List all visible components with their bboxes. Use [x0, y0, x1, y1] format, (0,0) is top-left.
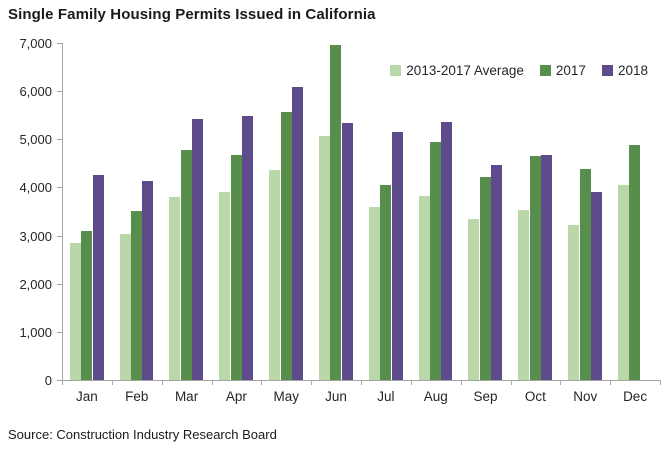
legend-swatch-icon: [539, 65, 551, 76]
y-axis-tick: [57, 43, 62, 44]
y-axis-tick-label: 0: [44, 373, 52, 388]
x-axis-tick-label: Nov: [573, 389, 598, 404]
legend-label: 2018: [617, 63, 648, 78]
y-axis-tick: [57, 91, 62, 93]
y-axis-tick: [57, 139, 62, 141]
bar-2013-2017-average-dec: [617, 184, 629, 380]
chart-legend: 2013-2017 Average 2017 2018: [390, 63, 648, 78]
bar-2017-jun: [330, 45, 342, 380]
y-axis-line: [62, 43, 63, 380]
legend-item: 2013-2017 Average: [390, 63, 524, 78]
x-axis-tick-label: Mar: [174, 389, 199, 404]
bar-2013-2017-average-aug: [418, 196, 430, 380]
legend-label: 2017: [555, 63, 586, 78]
x-axis-tick: [211, 380, 213, 385]
bar-2013-2017-average-jul: [368, 206, 380, 380]
x-axis-tick: [62, 380, 63, 385]
x-axis-tick-label: Apr: [225, 389, 247, 404]
bar-2018-aug: [441, 121, 453, 380]
bar-2017-may: [280, 112, 292, 380]
bar-2017-sep: [479, 177, 491, 380]
bar-2017-dec: [629, 144, 641, 380]
x-axis-tick: [361, 380, 362, 385]
x-axis-tick: [311, 380, 313, 385]
bar-2018-jan: [92, 175, 104, 380]
x-axis-tick-label: Dec: [623, 389, 648, 404]
bar-2018-oct: [541, 154, 553, 380]
bar-2017-jul: [380, 185, 392, 380]
legend-swatch-icon: [601, 65, 613, 76]
x-axis-tick-label: Jul: [377, 389, 395, 404]
x-axis-tick-label: Aug: [423, 389, 448, 404]
bar-2018-sep: [491, 164, 503, 380]
x-axis-line: [57, 380, 661, 381]
bar-2018-may: [291, 87, 303, 380]
legend-item: 2017: [539, 63, 586, 78]
y-axis-tick: [57, 235, 62, 237]
y-axis-tick: [57, 380, 62, 381]
bar-2018-mar: [192, 119, 204, 380]
source-note: Source: Construction Industry Research B…: [8, 427, 277, 442]
x-axis-tick-label: May: [273, 389, 299, 404]
legend-swatch-icon: [390, 65, 402, 76]
bar-2018-jun: [341, 123, 353, 380]
x-axis-tick: [261, 380, 263, 385]
x-axis-tick: [610, 380, 612, 385]
y-axis-tick-label: 2,000: [19, 276, 52, 292]
x-axis-tick: [510, 380, 512, 385]
y-axis-tick-label: 4,000: [19, 180, 52, 196]
x-axis-tick: [161, 380, 163, 385]
x-axis-tick: [660, 380, 661, 385]
y-axis-tick-label: 1,000: [19, 324, 52, 340]
y-axis-tick-label: 6,000: [19, 84, 52, 100]
bar-2013-2017-average-feb: [119, 234, 131, 380]
bar-2017-aug: [430, 141, 442, 380]
bar-2017-apr: [230, 154, 242, 380]
y-axis-tick: [57, 283, 62, 285]
bar-2017-mar: [180, 149, 192, 380]
y-axis-tick-label: 7,000: [19, 36, 52, 51]
bar-2018-feb: [142, 181, 154, 380]
legend-item: 2018: [601, 63, 648, 78]
x-axis-tick-label: Sep: [473, 389, 498, 404]
bar-2013-2017-average-mar: [169, 197, 181, 380]
x-axis-tick: [460, 380, 462, 385]
chart-title: Single Family Housing Permits Issued in …: [8, 6, 376, 23]
legend-label: 2013-2017 Average: [406, 63, 524, 78]
y-axis-tick: [57, 331, 62, 333]
bar-2013-2017-average-sep: [468, 218, 480, 380]
y-axis-tick-label: 5,000: [19, 132, 52, 148]
bar-2018-jul: [391, 131, 403, 380]
x-axis-tick-label: Oct: [524, 389, 546, 404]
bar-2013-2017-average-jun: [318, 136, 330, 380]
bar-2018-nov: [590, 192, 602, 380]
x-axis-tick: [560, 380, 562, 385]
bar-2017-oct: [529, 155, 541, 380]
bar-2013-2017-average-apr: [219, 192, 231, 380]
bar-2018-apr: [242, 116, 254, 380]
x-axis-tick-label: Jan: [76, 389, 98, 404]
bar-2013-2017-average-oct: [518, 210, 530, 380]
bar-2013-2017-average-jan: [69, 242, 81, 380]
bar-2017-jan: [81, 230, 93, 380]
x-axis-tick: [410, 380, 412, 385]
y-axis-tick-label: 3,000: [19, 228, 52, 244]
x-axis-tick-label: Jun: [325, 389, 347, 404]
bar-2013-2017-average-nov: [568, 224, 580, 380]
bar-2017-nov: [579, 168, 591, 380]
x-axis-tick-label: Feb: [125, 389, 149, 404]
bar-2013-2017-average-may: [269, 169, 281, 380]
y-axis-tick: [57, 187, 62, 189]
bar-2017-feb: [131, 210, 143, 380]
x-axis-tick: [111, 380, 113, 385]
